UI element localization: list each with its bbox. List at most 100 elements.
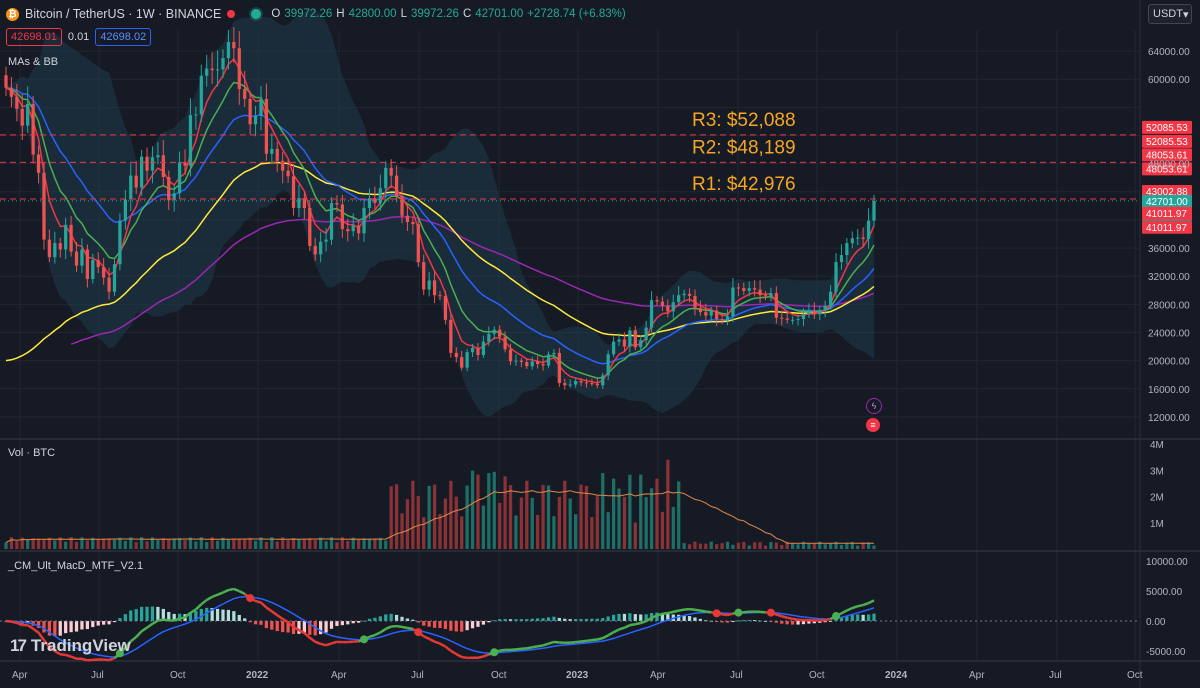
macd-hist-112 — [611, 614, 616, 621]
candle-104 — [568, 379, 572, 388]
macd-line-segment-130 — [705, 610, 712, 614]
volume-bar-37 — [205, 542, 209, 549]
volume-bar-140 — [763, 545, 768, 549]
candle-body — [633, 330, 637, 348]
candle-75 — [411, 216, 415, 235]
volume-bar-47 — [259, 537, 263, 549]
volume-bar-125 — [682, 543, 686, 549]
volume-bar-100 — [546, 485, 551, 549]
candles — [4, 27, 876, 390]
volume-bar-139 — [758, 542, 762, 549]
sell-button[interactable]: 42698.01 — [6, 28, 62, 46]
macd-line-segment-55 — [298, 629, 305, 635]
macd-line-segment-134 — [727, 612, 734, 617]
macd-hist-34 — [188, 612, 193, 621]
volume-bar-20 — [112, 539, 117, 549]
volume-bar-54 — [297, 539, 301, 549]
candle-body — [96, 260, 100, 268]
candle-body — [639, 340, 643, 348]
pivot-tag-r3-1: 52085.53 — [1146, 137, 1188, 148]
candle-49 — [270, 133, 274, 163]
candle-body — [769, 293, 773, 296]
candle-152 — [828, 284, 833, 310]
candle-80 — [438, 291, 442, 301]
candle-63 — [346, 218, 350, 242]
volume-tick-3: 1M — [1150, 519, 1164, 530]
candle-79 — [432, 270, 437, 304]
candle-body — [85, 249, 90, 280]
volume-bar-55 — [302, 538, 307, 549]
macd-hist-56 — [308, 621, 312, 635]
volume-bar-94 — [514, 515, 518, 549]
pivot-r2: R2: $48,189 48053.61 48053.61 — [0, 137, 1192, 176]
volume-bar-105 — [573, 514, 578, 549]
volume-bar-154 — [839, 544, 844, 549]
volume-bar-158 — [861, 542, 865, 549]
macd-hist-55 — [302, 621, 307, 634]
candle-88 — [481, 335, 486, 358]
macd-legend[interactable]: _CM_Ult_MacD_MTF_V2.1 — [8, 560, 144, 572]
candle-body — [584, 382, 589, 384]
symbol-title[interactable]: Bitcoin / TetherUS · 1W · BINANCE — [25, 7, 222, 21]
macd-hist-73 — [400, 616, 404, 621]
volume-bar-128 — [698, 543, 703, 549]
volume-bar-9 — [53, 540, 57, 549]
macd-line-segment-5 — [27, 624, 34, 630]
candle-115 — [628, 326, 632, 353]
volume-bar-80 — [438, 514, 442, 549]
buy-button[interactable]: 42698.02 — [95, 28, 152, 46]
spread-value: 0.01 — [67, 31, 90, 43]
time-tick-6: Oct — [491, 670, 507, 681]
volume-bar-87 — [476, 474, 480, 549]
volume-bar-92 — [503, 476, 507, 549]
candle-129 — [704, 303, 708, 321]
macd-hist-149 — [812, 621, 816, 624]
candle-54 — [297, 184, 301, 218]
volume-bar-91 — [498, 502, 502, 549]
us-flag-icon[interactable]: ≡ — [866, 418, 880, 432]
candle-3 — [20, 93, 24, 140]
macd-line-segment-64 — [347, 640, 354, 644]
macd-hist-76 — [416, 621, 420, 623]
candle-body — [660, 301, 665, 306]
volume-bar-52 — [286, 540, 290, 549]
candle-body — [872, 200, 876, 221]
macd-line-segment-34 — [184, 611, 192, 619]
macd-line-segment-85 — [461, 655, 468, 660]
volume-bar-145 — [790, 543, 795, 549]
candle-body — [720, 319, 724, 321]
time-tick-7: 2023 — [566, 670, 589, 681]
volume-bar-89 — [487, 473, 491, 549]
price-tick-13: 12000.00 — [1148, 413, 1190, 424]
macd-hist-159 — [866, 614, 871, 621]
currency-select[interactable]: USDT ▾ — [1148, 4, 1192, 24]
price-tick-1: 60000.00 — [1148, 75, 1190, 86]
macd-hist-105 — [573, 619, 578, 621]
candle-2 — [15, 83, 19, 122]
macd-line-segment-118 — [640, 619, 647, 625]
macd-hist-71 — [389, 613, 393, 621]
candle-body — [438, 295, 442, 297]
macd-hist-40 — [221, 609, 225, 621]
lightning-icon[interactable]: ϟ — [866, 398, 882, 414]
ma-bb-legend[interactable]: MAs & BB — [8, 56, 59, 68]
volume-bar-39 — [215, 540, 220, 549]
candle-85 — [465, 349, 469, 372]
candle-body — [367, 198, 372, 208]
macd-line-segment-88 — [477, 655, 484, 659]
volume-bar-113 — [617, 488, 621, 549]
macd-hist-98 — [536, 618, 540, 621]
candle-body — [595, 383, 599, 386]
macd-hist-18 — [102, 621, 106, 625]
candle-body — [194, 114, 198, 116]
macd-line-segment-40 — [217, 591, 224, 596]
candle-body — [454, 352, 458, 358]
volume-legend[interactable]: Vol · BTC — [8, 447, 56, 459]
candle-body — [671, 302, 675, 312]
candle-7 — [42, 162, 46, 250]
macd-hist-116 — [633, 614, 637, 621]
macd-hist-58 — [319, 621, 323, 635]
low-label: L — [400, 8, 407, 20]
candle-134 — [731, 278, 735, 323]
